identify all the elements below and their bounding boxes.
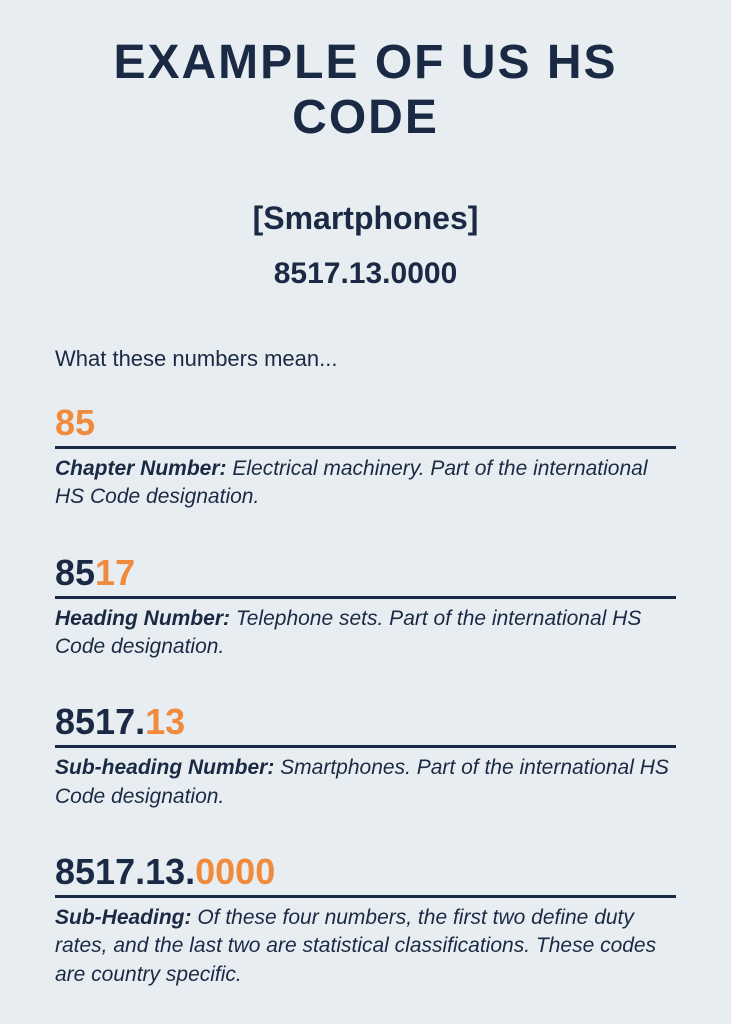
desc-label: Sub-heading Number:	[55, 756, 274, 779]
code-prefix: 8517.	[55, 701, 145, 742]
code-highlight: 0000	[195, 851, 275, 892]
description-heading: Heading Number: Telephone sets. Part of …	[55, 605, 676, 662]
code-prefix: 8517.13.	[55, 851, 195, 892]
subject-label: [Smartphones]	[50, 200, 681, 237]
desc-label: Chapter Number:	[55, 457, 227, 480]
code-line-heading: 8517	[55, 552, 676, 599]
code-highlight: 13	[145, 701, 185, 742]
code-line-chapter: 85	[55, 402, 676, 449]
code-highlight: 85	[55, 402, 95, 443]
section-chapter: 85 Chapter Number: Electrical machinery.…	[50, 402, 681, 512]
section-heading: 8517 Heading Number: Telephone sets. Par…	[50, 552, 681, 662]
code-highlight: 17	[95, 552, 135, 593]
intro-text: What these numbers mean...	[50, 346, 681, 372]
page-title: Example of US HS Code	[50, 35, 681, 145]
full-hs-code: 8517.13.0000	[50, 257, 681, 291]
code-prefix: 85	[55, 552, 95, 593]
description-chapter: Chapter Number: Electrical machinery. Pa…	[55, 455, 676, 512]
code-line-subheading: 8517.13	[55, 701, 676, 748]
description-country-specific: Sub-Heading: Of these four numbers, the …	[55, 904, 676, 989]
description-subheading: Sub-heading Number: Smartphones. Part of…	[55, 754, 676, 811]
desc-label: Sub-Heading:	[55, 906, 192, 929]
section-subheading: 8517.13 Sub-heading Number: Smartphones.…	[50, 701, 681, 811]
code-line-country-specific: 8517.13.0000	[55, 851, 676, 898]
desc-label: Heading Number:	[55, 607, 230, 630]
section-country-specific: 8517.13.0000 Sub-Heading: Of these four …	[50, 851, 681, 989]
